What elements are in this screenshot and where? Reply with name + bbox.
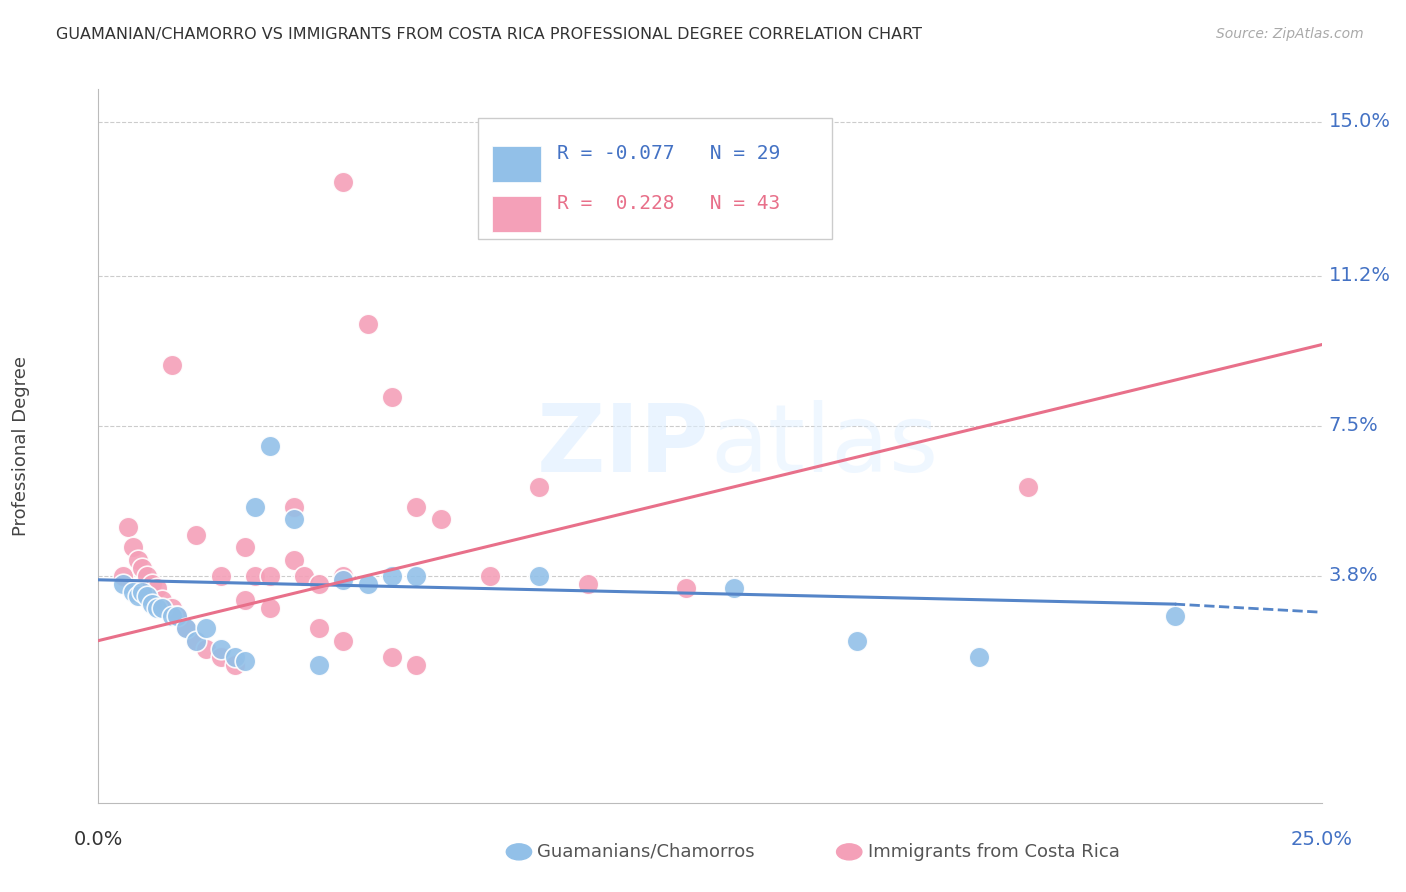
Point — [308, 622, 330, 636]
Point — [967, 649, 990, 664]
Text: 15.0%: 15.0% — [1329, 112, 1391, 131]
Point — [381, 568, 404, 582]
Point — [136, 568, 159, 582]
FancyBboxPatch shape — [492, 196, 541, 232]
Point — [308, 577, 330, 591]
Point — [259, 601, 281, 615]
Point — [243, 568, 266, 582]
Point — [283, 500, 305, 514]
Point — [111, 568, 134, 582]
Point — [233, 654, 256, 668]
Point — [209, 568, 232, 582]
Point — [332, 573, 354, 587]
Text: atlas: atlas — [710, 400, 938, 492]
Point — [141, 597, 163, 611]
Point — [332, 176, 354, 190]
Point — [131, 560, 153, 574]
Point — [224, 657, 246, 672]
Point — [292, 568, 315, 582]
Point — [405, 500, 427, 514]
Point — [136, 589, 159, 603]
Text: R =  0.228   N = 43: R = 0.228 N = 43 — [557, 194, 780, 213]
Text: 3.8%: 3.8% — [1329, 566, 1378, 585]
Point — [176, 622, 198, 636]
Point — [283, 552, 305, 566]
Point — [166, 609, 188, 624]
Text: 25.0%: 25.0% — [1291, 830, 1353, 848]
Point — [209, 641, 232, 656]
Point — [195, 641, 218, 656]
Text: ZIP: ZIP — [537, 400, 710, 492]
Text: Source: ZipAtlas.com: Source: ZipAtlas.com — [1216, 27, 1364, 41]
Point — [150, 593, 173, 607]
Point — [675, 581, 697, 595]
Text: Guamanians/Chamorros: Guamanians/Chamorros — [537, 843, 755, 861]
Point — [186, 633, 208, 648]
Point — [332, 633, 354, 648]
Text: Professional Degree: Professional Degree — [13, 356, 30, 536]
Point — [127, 552, 149, 566]
Point — [243, 500, 266, 514]
Point — [405, 657, 427, 672]
Point — [259, 439, 281, 453]
Point — [166, 609, 188, 624]
Point — [283, 512, 305, 526]
Point — [146, 601, 169, 615]
Point — [160, 609, 183, 624]
Point — [332, 568, 354, 582]
Point — [209, 649, 232, 664]
Point — [1017, 479, 1039, 493]
Point — [141, 577, 163, 591]
Point — [146, 581, 169, 595]
Point — [576, 577, 599, 591]
Point — [186, 528, 208, 542]
Point — [430, 512, 453, 526]
Point — [160, 601, 183, 615]
Point — [131, 585, 153, 599]
Point — [233, 593, 256, 607]
Point — [527, 568, 550, 582]
Point — [121, 585, 143, 599]
Point — [1164, 609, 1187, 624]
Point — [845, 633, 868, 648]
Point — [356, 577, 378, 591]
Point — [381, 390, 404, 404]
Text: 7.5%: 7.5% — [1329, 417, 1378, 435]
Text: Immigrants from Costa Rica: Immigrants from Costa Rica — [868, 843, 1119, 861]
Point — [195, 622, 218, 636]
FancyBboxPatch shape — [492, 146, 541, 182]
Point — [259, 568, 281, 582]
Point — [478, 568, 501, 582]
Point — [723, 581, 745, 595]
Point — [405, 568, 427, 582]
Point — [233, 541, 256, 555]
Point — [186, 633, 208, 648]
Text: 11.2%: 11.2% — [1329, 266, 1391, 285]
Point — [381, 649, 404, 664]
Text: GUAMANIAN/CHAMORRO VS IMMIGRANTS FROM COSTA RICA PROFESSIONAL DEGREE CORRELATION: GUAMANIAN/CHAMORRO VS IMMIGRANTS FROM CO… — [56, 27, 922, 42]
Point — [224, 649, 246, 664]
Point — [121, 541, 143, 555]
Point — [527, 479, 550, 493]
Text: R = -0.077   N = 29: R = -0.077 N = 29 — [557, 144, 780, 163]
Point — [117, 520, 139, 534]
FancyBboxPatch shape — [478, 118, 832, 239]
Point — [127, 589, 149, 603]
Point — [111, 577, 134, 591]
Point — [308, 657, 330, 672]
Point — [150, 601, 173, 615]
Text: 0.0%: 0.0% — [73, 830, 124, 848]
Point — [356, 318, 378, 332]
Point — [176, 622, 198, 636]
Point — [160, 358, 183, 372]
